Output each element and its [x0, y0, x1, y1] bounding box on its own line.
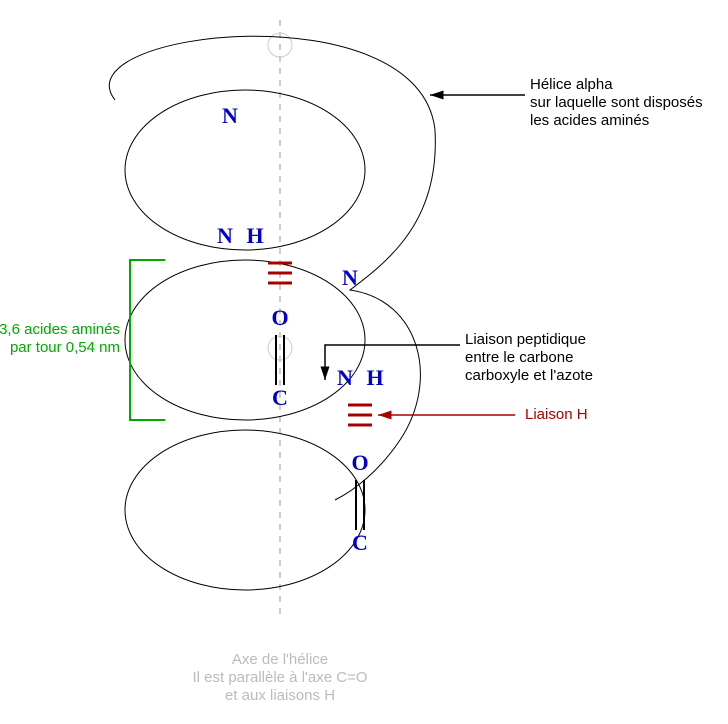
turn-bracket-label: par tour 0,54 nm: [10, 339, 120, 356]
atom-label: H: [246, 223, 263, 248]
atom-label: N: [222, 103, 238, 128]
helix-loop: [125, 90, 365, 250]
peptide-callout-text: entre le carbone: [465, 349, 573, 366]
atom-label: C: [272, 385, 288, 410]
atom-label: H: [366, 365, 383, 390]
axis-caption: et aux liaisons H: [225, 687, 335, 704]
peptide-callout-text: carboxyle et l'azote: [465, 367, 593, 384]
helix-loop: [125, 430, 365, 590]
axis-caption: Il est parallèle à l'axe C=O: [192, 669, 367, 686]
atom-label: O: [271, 305, 288, 330]
helix-callout-text: Hélice alpha: [530, 76, 613, 93]
atom-label: C: [352, 530, 368, 555]
atom-label: N: [217, 223, 233, 248]
helix-outer-arc: [109, 36, 435, 500]
helix-callout-text: sur laquelle sont disposés: [530, 94, 703, 111]
atom-label: O: [351, 450, 368, 475]
helix-callout-text: les acides aminés: [530, 112, 649, 129]
peptide-callout-text: Liaison peptidique: [465, 331, 586, 348]
turn-bracket-label: 3,6 acides aminés: [0, 321, 120, 338]
axis-caption: Axe de l'hélice: [232, 651, 328, 668]
atom-label: N: [337, 365, 353, 390]
atom-label: N: [342, 265, 358, 290]
hbond-callout-text: Liaison H: [525, 406, 588, 423]
helix-loop: [125, 260, 365, 420]
